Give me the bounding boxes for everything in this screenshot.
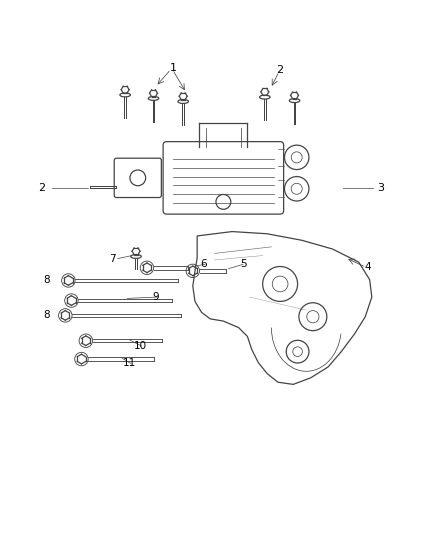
- Text: 6: 6: [201, 260, 207, 269]
- Text: 2: 2: [39, 183, 46, 193]
- Text: 9: 9: [152, 292, 159, 302]
- Text: 5: 5: [240, 260, 246, 269]
- Text: 3: 3: [377, 183, 384, 193]
- Text: 8: 8: [43, 310, 50, 319]
- Text: 2: 2: [276, 65, 284, 75]
- Text: 10: 10: [134, 341, 147, 351]
- Text: 1: 1: [170, 63, 177, 73]
- Text: 11: 11: [123, 358, 136, 368]
- Text: 7: 7: [109, 254, 115, 264]
- Text: 8: 8: [43, 274, 50, 285]
- Text: 4: 4: [364, 262, 371, 272]
